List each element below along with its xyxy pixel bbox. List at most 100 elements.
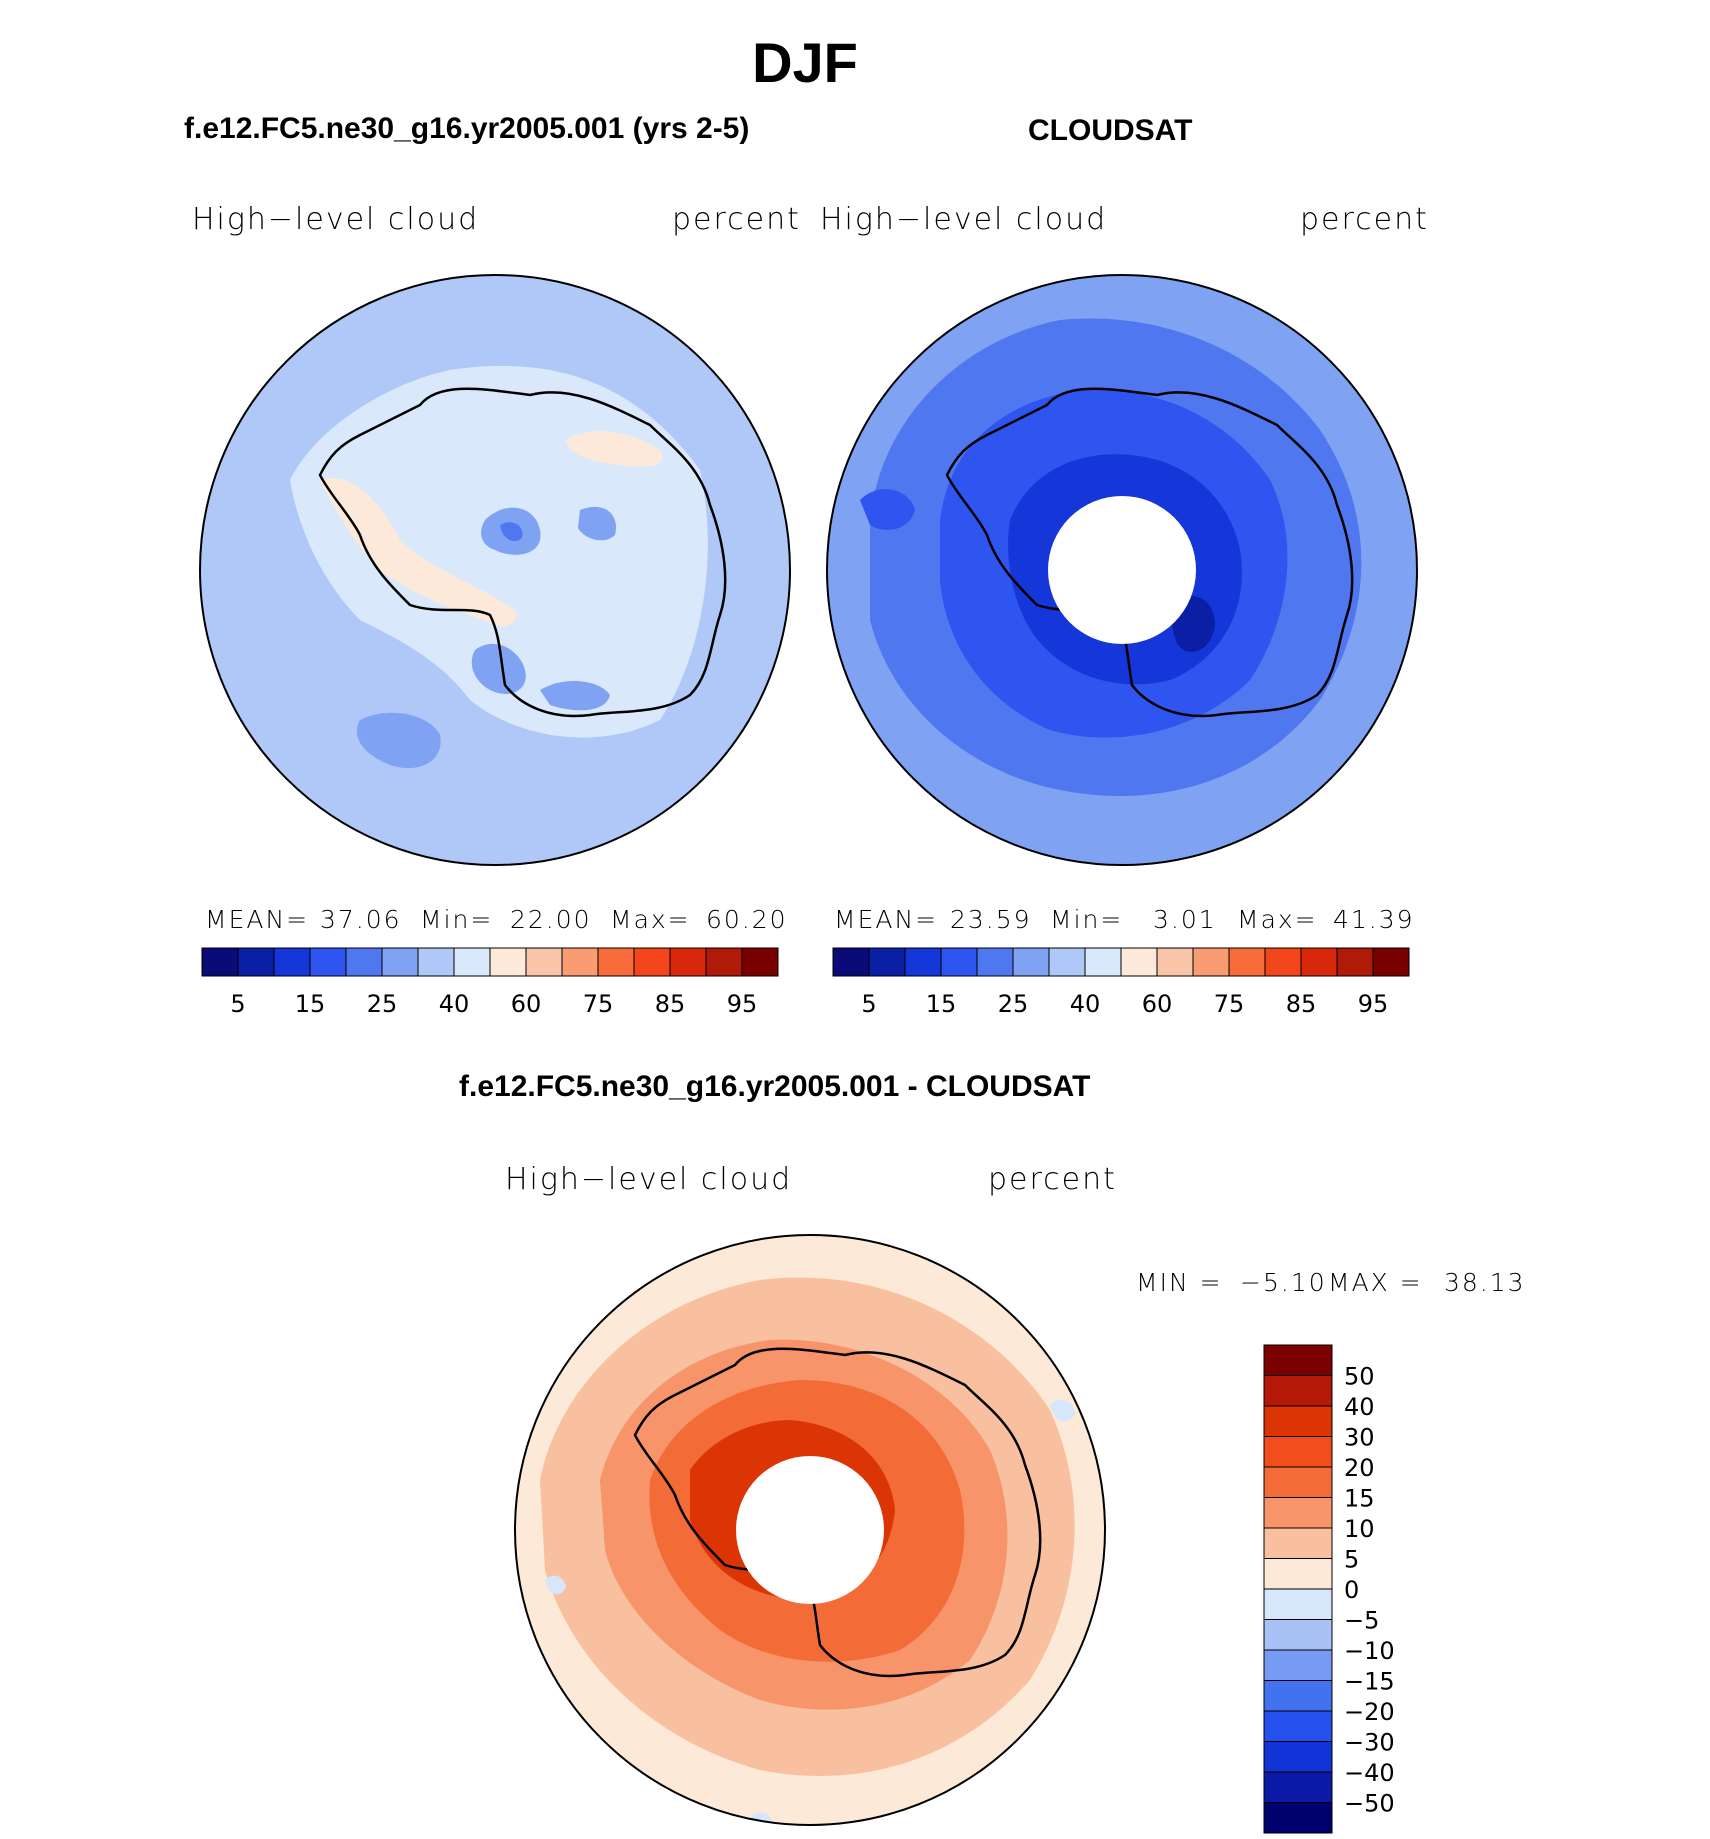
model-max-value: 60.20 bbox=[706, 905, 788, 934]
model-colorbar-swatch bbox=[489, 947, 527, 977]
obs-colorbar-swatch bbox=[1012, 947, 1050, 977]
diff-variable-label: High−level cloud bbox=[505, 1162, 793, 1197]
diff-colorbar-swatch bbox=[1263, 1527, 1333, 1559]
model-panel-title: f.e12.FC5.ne30_g16.yr2005.001 (yrs 2-5) bbox=[184, 112, 750, 145]
page-title: DJF bbox=[752, 31, 858, 94]
diff-units-label: percent bbox=[988, 1162, 1117, 1197]
diff-colorbar-swatch bbox=[1263, 1436, 1333, 1468]
obs-max-value: 41.39 bbox=[1333, 905, 1415, 934]
model-field-low-4 bbox=[540, 680, 610, 711]
obs-colorbar: 5 15 25 40 60 75 85 95 bbox=[832, 947, 1410, 1018]
diff-colorbar-tick-label: −50 bbox=[1344, 1790, 1395, 1818]
diff-colorbar-swatch bbox=[1263, 1741, 1333, 1773]
diff-colorbar-swatch bbox=[1263, 1466, 1333, 1498]
diff-max-value: 38.13 bbox=[1444, 1268, 1526, 1297]
diff-colorbar-tick-label: −10 bbox=[1344, 1637, 1395, 1665]
obs-colorbar-swatch bbox=[1336, 947, 1374, 977]
diff-missing-polar-hole bbox=[736, 1456, 884, 1604]
model-colorbar-tick-label: 75 bbox=[583, 990, 614, 1018]
diff-colorbar-swatch bbox=[1263, 1558, 1333, 1590]
model-field-warm-band bbox=[320, 478, 517, 627]
obs-map-border bbox=[826, 274, 1418, 866]
model-field-low-3 bbox=[471, 643, 526, 694]
diff-colorbar-tick-label: 50 bbox=[1344, 1363, 1375, 1391]
model-units-label: percent bbox=[672, 202, 801, 237]
model-colorbar-swatch bbox=[561, 947, 599, 977]
obs-colorbar-swatch bbox=[1156, 947, 1194, 977]
diff-colorbar-swatch bbox=[1263, 1405, 1333, 1437]
obs-units-label: percent bbox=[1300, 202, 1429, 237]
diff-map bbox=[515, 1235, 1105, 1825]
obs-colorbar-swatch bbox=[1300, 947, 1338, 977]
diff-panel-title: f.e12.FC5.ne30_g16.yr2005.001 - CLOUDSAT bbox=[459, 1070, 1091, 1103]
obs-mean-value: 23.59 bbox=[950, 905, 1032, 934]
obs-colorbar-tick-label: 95 bbox=[1358, 990, 1389, 1018]
model-max-label: Max= bbox=[610, 905, 691, 934]
model-field-warm-patch bbox=[565, 431, 663, 467]
obs-map bbox=[827, 275, 1417, 865]
model-colorbar-swatch bbox=[381, 947, 419, 977]
obs-field-sidepatch bbox=[860, 489, 915, 530]
diff-colorbar-swatch bbox=[1263, 1771, 1333, 1803]
obs-colorbar-swatch bbox=[904, 947, 942, 977]
diff-colorbar-tick-label: −40 bbox=[1344, 1759, 1395, 1787]
obs-colorbar-swatch bbox=[1048, 947, 1086, 977]
obs-colorbar-tick-label: 15 bbox=[926, 990, 957, 1018]
model-min-label: Min= bbox=[420, 905, 494, 934]
model-colorbar-swatch bbox=[633, 947, 671, 977]
model-min-value: 22.00 bbox=[510, 905, 592, 934]
diff-colorbar-tick-label: 15 bbox=[1344, 1485, 1375, 1513]
model-field-lowest bbox=[500, 522, 523, 542]
obs-colorbar-swatch bbox=[1084, 947, 1122, 977]
model-colorbar-swatch bbox=[741, 947, 779, 977]
model-field-low-2 bbox=[578, 506, 616, 541]
model-colorbar-swatch bbox=[669, 947, 707, 977]
diff-colorbar-tick-label: 40 bbox=[1344, 1393, 1375, 1421]
diff-colorbar-swatch bbox=[1263, 1802, 1333, 1834]
diff-colorbar-tick-label: 0 bbox=[1344, 1576, 1359, 1604]
obs-colorbar-tick-label: 40 bbox=[1070, 990, 1101, 1018]
diff-max-label: MAX = bbox=[1328, 1268, 1423, 1297]
model-colorbar-swatch bbox=[273, 947, 311, 977]
obs-min-value: 3.01 bbox=[1153, 905, 1217, 934]
diff-colorbar-swatch bbox=[1263, 1344, 1333, 1376]
model-colorbar-tick-label: 85 bbox=[655, 990, 686, 1018]
model-colorbar-swatch bbox=[345, 947, 383, 977]
model-colorbar-swatch bbox=[309, 947, 347, 977]
obs-colorbar-tick-label: 60 bbox=[1142, 990, 1173, 1018]
model-map-border bbox=[199, 274, 791, 866]
diff-colorbar-swatch bbox=[1263, 1375, 1333, 1407]
model-variable-label: High−level cloud bbox=[192, 202, 480, 237]
diff-colorbar-swatch bbox=[1263, 1619, 1333, 1651]
model-colorbar: 5 15 25 40 60 75 85 95 bbox=[201, 947, 779, 1018]
model-mean-value: 37.06 bbox=[320, 905, 402, 934]
obs-max-label: Max= bbox=[1237, 905, 1318, 934]
obs-mean-label: MEAN= bbox=[834, 905, 939, 934]
model-colorbar-swatch bbox=[705, 947, 743, 977]
model-mean-label: MEAN= bbox=[205, 905, 310, 934]
diff-colorbar-swatch bbox=[1263, 1497, 1333, 1529]
diff-colorbar-tick-label: 20 bbox=[1344, 1454, 1375, 1482]
diff-colorbar-swatch bbox=[1263, 1649, 1333, 1681]
obs-colorbar-swatch bbox=[1264, 947, 1302, 977]
model-map bbox=[200, 275, 790, 865]
model-colorbar-swatch bbox=[201, 947, 239, 977]
obs-missing-polar-hole bbox=[1048, 496, 1196, 644]
diff-colorbar-swatch bbox=[1263, 1588, 1333, 1620]
model-colorbar-tick-label: 60 bbox=[511, 990, 542, 1018]
diff-colorbar-tick-label: −5 bbox=[1344, 1607, 1379, 1635]
diff-map-border bbox=[514, 1234, 1106, 1826]
diff-colorbar-tick-label: −15 bbox=[1344, 1668, 1395, 1696]
obs-variable-label: High−level cloud bbox=[820, 202, 1108, 237]
diff-min-value: −5.10 bbox=[1240, 1268, 1327, 1297]
obs-colorbar-swatch bbox=[940, 947, 978, 977]
obs-colorbar-tick-label: 5 bbox=[861, 990, 876, 1018]
obs-colorbar-swatch bbox=[976, 947, 1014, 977]
model-colorbar-tick-label: 25 bbox=[367, 990, 398, 1018]
model-colorbar-swatch bbox=[417, 947, 455, 977]
obs-colorbar-tick-label: 25 bbox=[998, 990, 1029, 1018]
diff-colorbar-tick-label: 10 bbox=[1344, 1515, 1375, 1543]
model-colorbar-swatch bbox=[525, 947, 563, 977]
obs-colorbar-tick-label: 85 bbox=[1286, 990, 1317, 1018]
